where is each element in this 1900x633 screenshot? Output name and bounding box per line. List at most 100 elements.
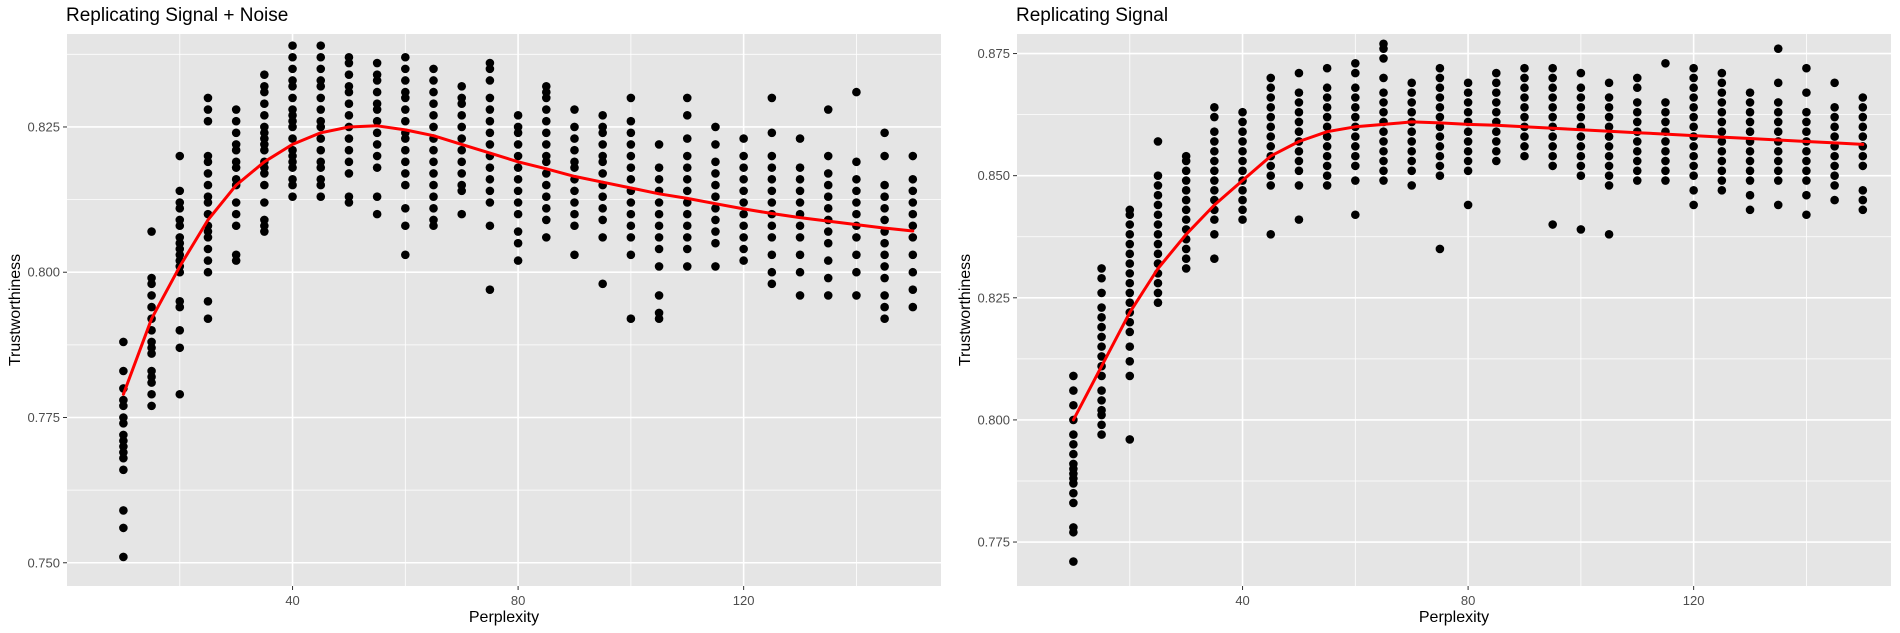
data-point — [401, 76, 410, 85]
data-point — [1294, 127, 1304, 136]
data-point — [1773, 156, 1783, 166]
data-point — [1266, 161, 1276, 171]
data-point — [1773, 146, 1783, 156]
data-point — [823, 169, 833, 178]
data-point — [1548, 220, 1557, 229]
data-point — [1097, 430, 1106, 439]
data-point — [485, 140, 495, 149]
data-point — [1576, 225, 1586, 234]
data-point — [203, 296, 213, 306]
data-point — [1745, 205, 1755, 215]
data-point — [880, 180, 889, 190]
data-point — [1125, 317, 1135, 327]
data-point — [260, 122, 269, 132]
data-point — [1069, 440, 1078, 449]
data-point — [1125, 205, 1135, 215]
data-point — [1153, 220, 1163, 229]
data-point — [1069, 449, 1078, 459]
data-point — [1322, 171, 1332, 180]
data-point — [429, 180, 438, 190]
data-point — [598, 122, 607, 132]
data-point — [823, 180, 833, 190]
chart-panel-right: Replicating Signal 40 80 120 0.775 0.800 0.82… — [950, 0, 1900, 633]
data-point — [344, 99, 354, 109]
data-point — [739, 256, 748, 265]
data-point — [1153, 239, 1163, 249]
data-point — [1125, 278, 1135, 288]
data-point — [1520, 93, 1529, 102]
data-point — [429, 169, 438, 178]
y-axis-title: Trustworthiness — [957, 254, 974, 366]
data-point — [288, 105, 297, 114]
data-point — [175, 215, 185, 225]
data-point — [457, 180, 467, 190]
data-point — [1491, 127, 1501, 136]
data-point — [1407, 127, 1417, 136]
data-point — [1435, 161, 1445, 171]
data-point — [739, 174, 748, 184]
data-point — [1802, 176, 1811, 185]
data-point — [682, 151, 692, 161]
data-point — [1181, 264, 1191, 273]
data-point — [344, 192, 354, 201]
data-point — [654, 244, 664, 254]
data-point — [1351, 59, 1360, 68]
data-point — [1548, 112, 1557, 122]
data-point — [231, 198, 241, 207]
data-point — [1435, 171, 1445, 180]
data-point — [823, 227, 833, 236]
data-point — [429, 87, 438, 97]
data-point — [119, 465, 128, 475]
data-point — [1266, 122, 1276, 132]
data-point — [823, 151, 833, 161]
data-point — [711, 204, 720, 213]
data-point — [175, 233, 185, 242]
data-point — [682, 174, 692, 184]
data-point — [231, 128, 241, 138]
data-point — [203, 192, 213, 201]
data-point — [1661, 107, 1670, 117]
data-point — [1322, 122, 1332, 132]
data-point — [711, 192, 720, 201]
data-point — [654, 198, 664, 207]
data-point — [1576, 161, 1586, 171]
data-point — [1661, 137, 1670, 146]
data-point — [1210, 215, 1219, 224]
data-point — [1181, 186, 1191, 195]
data-point — [1717, 88, 1727, 97]
data-point — [654, 163, 664, 172]
data-point — [372, 99, 382, 109]
data-point — [1435, 122, 1445, 132]
data-point — [1604, 229, 1614, 239]
data-point — [1125, 229, 1135, 239]
data-point — [344, 169, 354, 178]
data-point — [541, 204, 551, 213]
data-point — [147, 389, 156, 399]
data-point — [147, 273, 156, 283]
data-point — [429, 192, 438, 201]
data-point — [1576, 142, 1586, 151]
data-point — [1069, 430, 1078, 439]
data-point — [1069, 371, 1078, 381]
data-point — [1548, 102, 1557, 112]
data-point — [1717, 68, 1727, 78]
data-point — [1802, 107, 1811, 117]
data-point — [1435, 244, 1445, 254]
data-point — [288, 52, 297, 62]
data-point — [1351, 176, 1360, 185]
data-point — [711, 238, 720, 248]
data-point — [795, 174, 805, 184]
data-point — [1463, 88, 1473, 97]
x-axis-title: Perplexity — [1419, 609, 1489, 626]
data-point — [1717, 176, 1727, 185]
data-point — [1802, 127, 1811, 136]
data-point — [823, 204, 833, 213]
data-point — [570, 145, 579, 155]
data-point — [1548, 132, 1557, 141]
data-point — [1604, 102, 1614, 112]
data-point — [316, 192, 326, 201]
data-point — [880, 238, 889, 248]
data-point — [1830, 161, 1839, 171]
data-point — [1125, 342, 1135, 351]
x-tick-label: 80 — [511, 593, 525, 608]
